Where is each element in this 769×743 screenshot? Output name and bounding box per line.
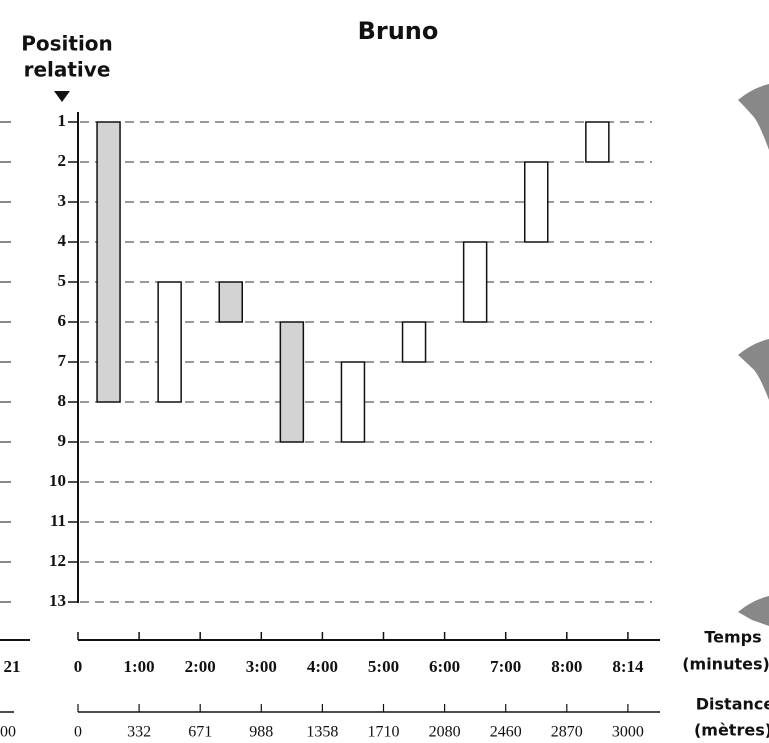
bar (585, 121, 610, 163)
x2-tick-label: 2870 (551, 724, 583, 741)
bar (157, 281, 182, 403)
x2-tick-label: 1710 (368, 724, 400, 741)
x-tick-label: 7:00 (490, 657, 521, 676)
clipped-label: 21 (4, 657, 21, 676)
x2-tick-label: 1358 (306, 724, 338, 741)
clipped-label: 00 (0, 724, 16, 741)
bar (401, 321, 427, 363)
x-tick-label: 1:00 (124, 657, 155, 676)
x2-tick-label: 671 (188, 724, 212, 741)
y-tick-label: 9 (58, 431, 67, 450)
x-tick-label: 8:00 (551, 657, 582, 676)
axis-label: Temps (704, 628, 761, 647)
y-axis-label: relative (24, 58, 111, 82)
y-tick-label: 11 (50, 511, 66, 530)
bar (340, 361, 366, 443)
y-tick-label: 3 (58, 191, 67, 210)
y-tick-label: 7 (58, 351, 67, 370)
y-tick-label: 6 (58, 311, 67, 330)
x2-tick-label: 0 (74, 724, 82, 741)
bar (96, 121, 121, 403)
x2-tick-label: 2460 (490, 724, 522, 741)
x-tick-label: 5:00 (368, 657, 399, 676)
axis-unit: (minutes) (682, 655, 769, 674)
y-tick-label: 2 (58, 151, 67, 170)
y-tick-label: 13 (49, 591, 66, 610)
x-tick-label: 3:00 (246, 657, 277, 676)
bar (524, 161, 549, 243)
x-tick-label: 6:00 (429, 657, 460, 676)
decoration (738, 339, 769, 400)
bar (462, 241, 488, 323)
axis-unit: (mètres) (694, 721, 769, 740)
bar (279, 321, 305, 443)
x-tick-label: 4:00 (307, 657, 338, 676)
y-tick-label: 10 (49, 471, 66, 490)
y-tick-label: 5 (58, 271, 67, 290)
axis-label: Distance (696, 695, 769, 714)
decoration (738, 84, 769, 150)
y-tick-label: 1 (58, 111, 67, 130)
x2-tick-label: 332 (127, 724, 151, 741)
y-tick-label: 4 (58, 231, 67, 250)
x2-tick-label: 3000 (612, 724, 644, 741)
y-axis-label: Position (21, 32, 113, 56)
decoration (738, 596, 769, 626)
arrow (54, 91, 70, 102)
x-tick-label: 0 (74, 657, 83, 676)
x-tick-label: 8:14 (612, 657, 644, 676)
y-tick-label: 12 (49, 551, 66, 570)
x2-tick-label: 988 (249, 724, 273, 741)
x-tick-label: 2:00 (185, 657, 216, 676)
x2-tick-label: 2080 (429, 724, 461, 741)
bar (218, 281, 243, 323)
chart-title: Bruno (358, 17, 439, 45)
y-tick-label: 8 (58, 391, 67, 410)
